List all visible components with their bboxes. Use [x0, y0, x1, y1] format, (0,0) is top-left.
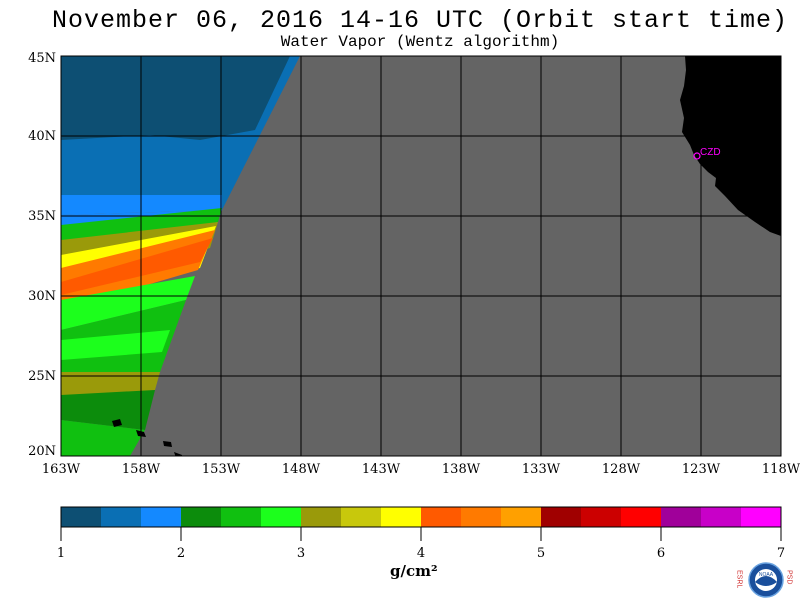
station-label: CZD [700, 147, 721, 158]
colorbar-swatch [261, 507, 302, 527]
colorbar-tick: 2 [177, 546, 185, 561]
lon-label: 158W [122, 462, 161, 477]
lon-label: 148W [282, 462, 321, 477]
colorbar-tick: 4 [417, 546, 425, 561]
lat-label: 30N [28, 289, 56, 304]
colorbar-swatch [421, 507, 462, 527]
colorbar-swatch [221, 507, 262, 527]
colorbar-tick: 7 [777, 546, 785, 561]
land-north-america [680, 56, 781, 236]
colorbar-swatch [501, 507, 542, 527]
lon-label: 133W [522, 462, 561, 477]
colorbar-tick: 1 [57, 546, 65, 561]
map-subtitle: Water Vapor (Wentz algorithm) [280, 33, 560, 51]
colorbar-swatch [181, 507, 222, 527]
land-hawaii [112, 419, 122, 427]
colorbar-ticks [60, 527, 782, 541]
latitude-labels: 45N 40N 35N 30N 25N 20N [28, 51, 56, 459]
colorbar-swatch [341, 507, 382, 527]
colorbar-unit: g/cm² [390, 562, 438, 580]
map-title: November 06, 2016 14-16 UTC (Orbit start… [51, 6, 789, 35]
colorbar-swatch [141, 507, 182, 527]
colorbar-tick: 3 [297, 546, 305, 561]
lat-label: 25N [28, 369, 56, 384]
colorbar-swatch [101, 507, 142, 527]
colorbar-swatch [701, 507, 742, 527]
lon-label: 163W [42, 462, 81, 477]
colorbar-tick: 6 [657, 546, 665, 561]
graticule [61, 56, 781, 456]
logo-center-text: NOAA [759, 572, 774, 578]
colorbar-swatch [581, 507, 622, 527]
logo-left-text: ESRL [736, 570, 743, 588]
colorbar-swatch [541, 507, 582, 527]
colorbar-swatch [741, 507, 782, 527]
lon-label: 153W [202, 462, 241, 477]
colorbar-swatch [301, 507, 342, 527]
colorbar-tick: 5 [537, 546, 545, 561]
land-hawaii-3 [163, 441, 172, 447]
longitude-labels: 163W 158W 153W 148W 143W 138W 133W 128W … [42, 462, 800, 477]
colorbar-swatch [661, 507, 702, 527]
colorbar-swatch [461, 507, 502, 527]
map-frame [60, 55, 782, 457]
lon-label: 128W [602, 462, 641, 477]
lat-label: 40N [28, 129, 56, 144]
lat-label: 35N [28, 209, 56, 224]
lon-label: 118W [762, 462, 800, 477]
colorbar-tick-labels: 1 2 3 4 5 6 7 [57, 546, 785, 561]
station-marker: CZD [693, 147, 721, 160]
land-hawaii-4 [174, 452, 183, 456]
colorbar-swatch [621, 507, 662, 527]
lon-label: 143W [362, 462, 401, 477]
colorbar-swatch [381, 507, 422, 527]
noaa-esrl-psd-logo: NOAA ESRL PSD [736, 562, 793, 598]
lat-label: 20N [28, 444, 56, 459]
colorbar [61, 507, 782, 527]
lon-label: 123W [682, 462, 721, 477]
logo-right-text: PSD [786, 570, 793, 584]
lon-label: 138W [442, 462, 481, 477]
lat-label: 45N [28, 51, 56, 66]
colorbar-swatch [61, 507, 102, 527]
